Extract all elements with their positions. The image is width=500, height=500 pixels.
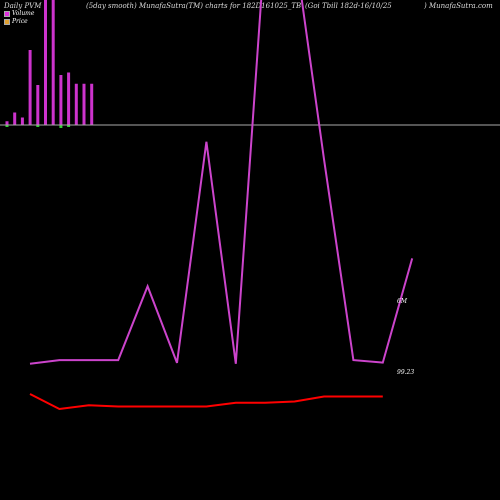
volume-axis-label: 6M [397,298,408,305]
volume-bar [44,0,47,125]
volume-bar [51,0,55,125]
legend-volume-swatch [4,10,10,17]
volume-bar [13,112,17,125]
volume-bar-down [59,125,63,128]
volume-bar [59,75,63,125]
volume-bar-down [5,125,9,127]
volume-bar-down [36,125,40,127]
volume-bar [5,121,9,125]
volume-bar [36,85,40,125]
price-axis-label: 99.23 [397,369,414,376]
chart-type-label: Daily PVM [4,2,42,10]
volume-bar [90,83,94,125]
legend-price-swatch [4,18,10,25]
legend-volume-label: Volume [12,10,35,17]
instrument-label: (Goi Tbill 182d-16/10/25 [305,2,392,10]
volume-bar [67,72,71,125]
site-label: ) MunafaSutra.com [424,2,493,10]
legend-price-label: Price [12,18,28,25]
volume-bar [28,50,32,125]
volume-bar [82,83,86,125]
legend-price: Price [4,18,28,25]
chart-title: (5day smooth) MunafaSutra(TM) charts for… [86,2,302,10]
legend-volume: Volume [4,10,34,17]
volume-line [29,0,414,365]
price-line [29,393,383,411]
volume-bars [5,0,94,128]
volume-bar-down [67,125,71,127]
volume-bar [74,83,78,125]
volume-bar [20,117,24,125]
